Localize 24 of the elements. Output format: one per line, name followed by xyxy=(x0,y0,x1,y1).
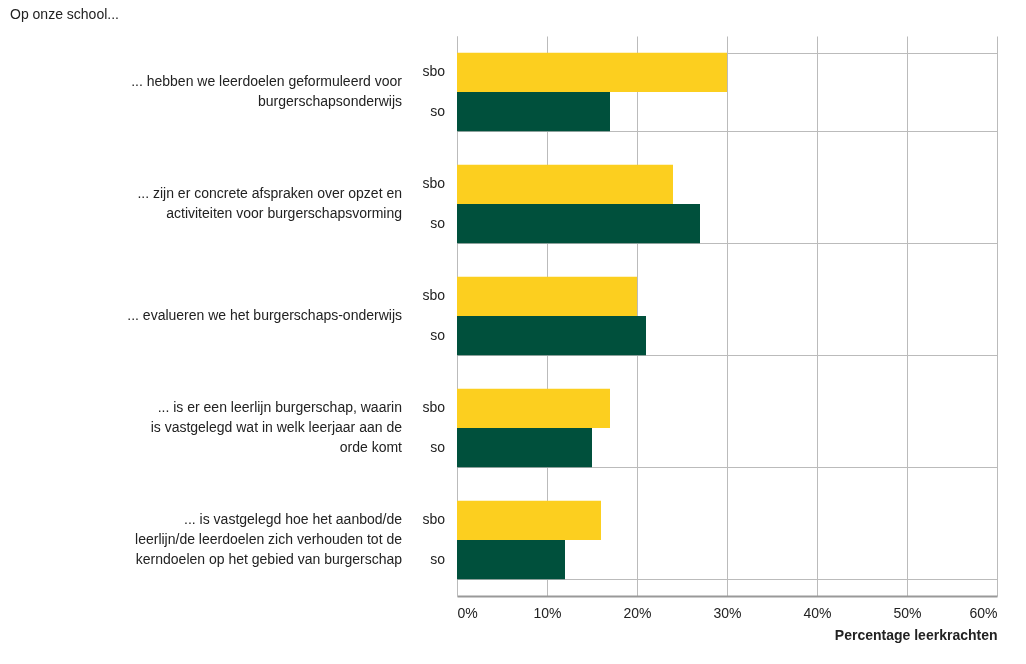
text: Op onze school... xyxy=(10,6,119,22)
series-label: so xyxy=(430,102,446,119)
y-tick-label: ... is er een leerlijn burgerschap, waarin is vastgelegd wat in welk leerjaar aan de orde komt xyxy=(150,399,403,455)
x-tick-label: 0% xyxy=(457,604,478,621)
series-label: sbo xyxy=(422,63,446,80)
x-tick-label: 60% xyxy=(969,604,998,621)
text: so xyxy=(430,326,445,343)
text: so xyxy=(430,214,445,231)
x-tick-label: 20% xyxy=(623,604,652,621)
y-tick-label: ... hebben we leerdoelen geformuleerd voor burgerschapsonderwijs xyxy=(131,73,403,109)
text: so xyxy=(430,438,445,455)
text: sbo xyxy=(422,511,445,528)
y-tick-label: ... is vastgelegd hoe het aanbod/de leerlijn/de leerdoelen zich verhouden tot de kerndoelen op het gebied van burgerschap xyxy=(135,511,403,567)
text: sbo xyxy=(422,399,445,416)
x-tick-label: 40% xyxy=(803,604,832,621)
y-tick-label: ... evalueren we het burgerschaps-onderwijs xyxy=(127,307,402,323)
x-tick-label: 10% xyxy=(533,604,562,621)
text: sbo xyxy=(422,287,445,304)
x-axis-title: Percentage leerkrachten xyxy=(834,626,998,643)
x-tick-label: 30% xyxy=(713,604,742,621)
text: so xyxy=(430,550,445,567)
x-tick-label: 50% xyxy=(893,604,922,621)
text: sbo xyxy=(422,175,445,192)
y-tick-label: ... zijn er concrete afspraken over opzet en activiteiten voor burgerschapsvorming xyxy=(137,185,402,221)
